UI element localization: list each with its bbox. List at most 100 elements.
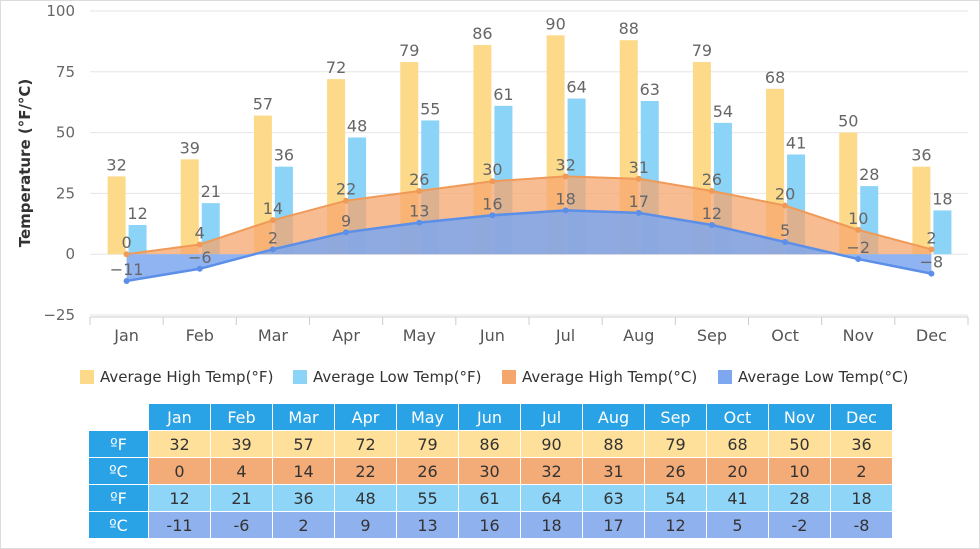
table-cell: 39	[210, 430, 273, 458]
data-label-high-c: 2	[926, 228, 936, 247]
table-cell: 36	[830, 430, 893, 458]
table-cell: 22	[334, 457, 397, 485]
table-month-header: Nov	[768, 403, 831, 431]
table-cell: 0	[148, 457, 211, 485]
table-cell: 41	[706, 484, 769, 512]
table-cell: 90	[520, 430, 583, 458]
bar-high-f	[253, 115, 272, 255]
data-label-low-c: −6	[188, 248, 212, 267]
table-cell: 57	[272, 430, 335, 458]
point-low-c	[343, 229, 350, 236]
data-label-high-c: 10	[848, 209, 868, 228]
table-cell: 36	[272, 484, 335, 512]
point-high-c	[416, 187, 423, 194]
data-label-high-f: 86	[472, 24, 492, 43]
bar-high-f	[839, 132, 858, 255]
table-cell: 20	[706, 457, 769, 485]
point-low-c	[123, 277, 130, 284]
table-month-header: Jul	[520, 403, 583, 431]
point-high-c	[196, 241, 203, 248]
y-tick-label: 0	[65, 245, 75, 263]
table-cell: 32	[148, 430, 211, 458]
bar-low-f	[128, 225, 147, 255]
table-row: ºC -11 -6 2 9 13 16 18 17 12 5 -2 -8	[88, 511, 893, 539]
point-high-c	[343, 197, 350, 204]
data-label-high-f: 90	[545, 14, 565, 33]
data-label-low-f: 54	[713, 102, 733, 121]
table-cell: 63	[582, 484, 645, 512]
bar-high-f	[107, 176, 126, 255]
legend-item[interactable]: Average High Temp(°C)	[502, 368, 697, 386]
table-cell: 12	[644, 511, 707, 539]
table-cell: 21	[210, 484, 273, 512]
data-label-high-c: 26	[702, 170, 722, 189]
legend-item[interactable]: Average Low Temp(°F)	[293, 368, 481, 386]
x-tick-label: Mar	[258, 326, 289, 345]
data-label-low-c: 18	[555, 189, 575, 208]
data-label-high-c: 26	[409, 170, 429, 189]
table-cell: 88	[582, 430, 645, 458]
x-tick-label: Jun	[479, 326, 505, 345]
table-row: ºF 12 21 36 48 55 61 64 63 54 41 28 18	[88, 484, 893, 512]
y-axis-label: Temperature (°F/°C)	[16, 79, 34, 248]
point-low-c	[416, 219, 423, 226]
table-cell: 16	[458, 511, 521, 539]
x-tick-label: Nov	[843, 326, 874, 345]
table-cell: 68	[706, 430, 769, 458]
data-label-low-c: 2	[268, 228, 278, 247]
data-label-high-c: 22	[336, 180, 356, 199]
data-label-low-c: −11	[110, 260, 144, 279]
table-cell: -11	[148, 511, 211, 539]
point-low-c	[635, 209, 642, 216]
table-cell: 2	[272, 511, 335, 539]
legend-label: Average Low Temp(°F)	[313, 368, 482, 386]
point-low-c	[855, 256, 862, 263]
table-cell: 30	[458, 457, 521, 485]
point-low-c	[196, 265, 203, 272]
data-label-high-c: 14	[263, 199, 283, 218]
x-tick-label: Jul	[555, 326, 575, 345]
area-low-c	[126, 210, 932, 281]
table-cell: 12	[148, 484, 211, 512]
table-month-header: Aug	[582, 403, 645, 431]
point-high-c	[928, 246, 935, 253]
table-cell: 50	[768, 430, 831, 458]
y-tick-label: −25	[43, 306, 75, 324]
table-header-row: Jan Feb Mar Apr May Jun Jul Aug Sep Oct Nov Dec	[89, 403, 893, 431]
table-corner	[89, 404, 149, 431]
table-row: ºF 32 39 57 72 79 86 90 88 79 68 50 36	[88, 430, 893, 458]
data-label-high-f: 57	[253, 95, 273, 114]
legend-item[interactable]: Average High Temp(°F)	[80, 368, 273, 386]
data-label-low-c: 16	[482, 194, 502, 213]
table-cell: -2	[768, 511, 831, 539]
table-month-header: Apr	[334, 403, 397, 431]
table-cell: 32	[520, 457, 583, 485]
x-tick-label: Aug	[623, 326, 654, 345]
data-label-high-f: 39	[180, 138, 200, 157]
data-label-low-f: 28	[859, 165, 879, 184]
data-label-high-f: 79	[399, 41, 419, 60]
x-tick-label: May	[403, 326, 436, 345]
x-tick-label: Sep	[697, 326, 727, 345]
table-cell: 28	[768, 484, 831, 512]
table-cell: 48	[334, 484, 397, 512]
table-cell: 18	[520, 511, 583, 539]
point-high-c	[269, 217, 276, 224]
data-label-high-f: 50	[838, 112, 858, 131]
data-label-high-f: 68	[765, 68, 785, 87]
table-month-header: Oct	[706, 403, 769, 431]
table-month-header: Jan	[148, 403, 211, 431]
data-label-high-c: 31	[629, 158, 649, 177]
point-high-c	[562, 173, 569, 180]
legend-swatch	[80, 370, 94, 384]
table-month-header: Jun	[458, 403, 521, 431]
data-label-high-f: 36	[911, 146, 931, 165]
table-row-label: ºF	[88, 430, 149, 458]
data-label-low-c: 5	[780, 221, 790, 240]
y-tick-label: 75	[56, 63, 75, 81]
legend-item[interactable]: Average Low Temp(°C)	[718, 368, 908, 386]
point-high-c	[123, 251, 130, 258]
table-cell: 17	[582, 511, 645, 539]
data-label-low-f: 36	[274, 146, 294, 165]
